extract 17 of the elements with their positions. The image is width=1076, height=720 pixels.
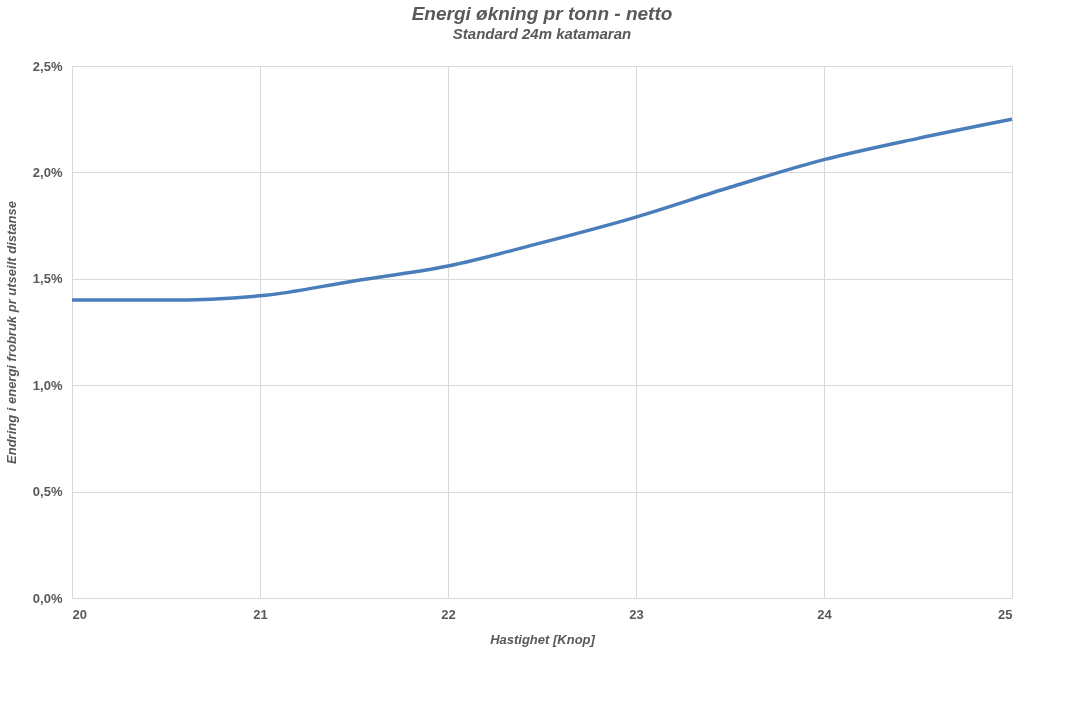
x-tick-label: 23 <box>629 606 644 622</box>
y-tick-label: 2,5% <box>32 58 63 74</box>
x-tick-label: 25 <box>998 606 1013 622</box>
y-axis-title: Endring i energi frobruk pr utseilt distanse <box>3 201 19 464</box>
x-tick-label: 24 <box>817 606 833 622</box>
chart-title: Energi økning pr tonn - netto <box>411 3 673 24</box>
line-series <box>70 117 1014 302</box>
y-tick-label: 1,0% <box>32 377 63 393</box>
y-tick-label: 0,0% <box>32 590 63 606</box>
x-tick-label: 22 <box>441 606 456 622</box>
y-tick-label: 0,5% <box>32 484 63 500</box>
x-axis-title: Hastighet [Knop] <box>490 631 596 647</box>
x-tick-label: 21 <box>253 606 268 622</box>
y-tick-label: 2,0% <box>32 164 63 180</box>
y-tick-label: 1,5% <box>32 271 63 287</box>
x-tick-label: 20 <box>72 606 87 622</box>
chart-subtitle: Standard 24m katamaran <box>452 25 632 42</box>
